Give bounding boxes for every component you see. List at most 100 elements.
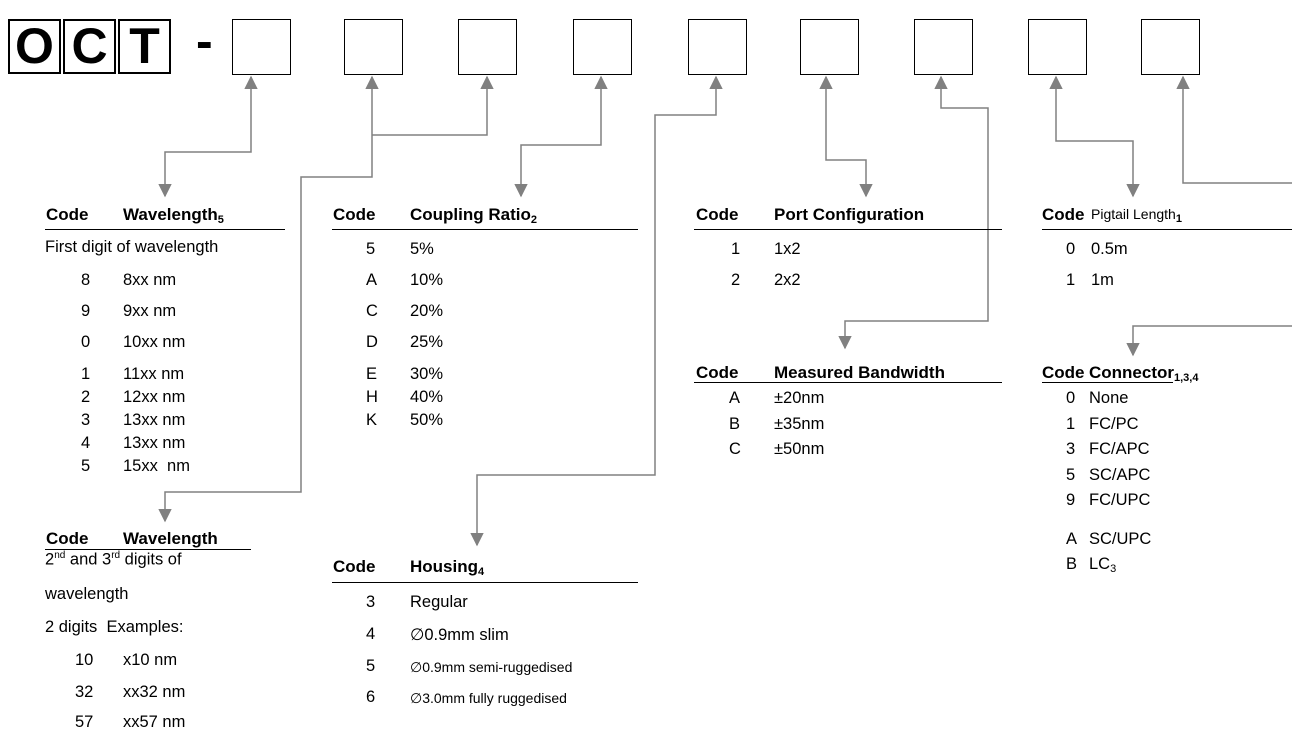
wavelength-first-desc-1: 11xx nm (123, 365, 184, 384)
connector-title: Connector1,3,4 (1089, 363, 1198, 384)
connector-desc-1: FC/PC (1089, 415, 1139, 434)
wavelength-first-code-8: 8 (81, 271, 90, 290)
coupling-code-header: Code (333, 205, 376, 225)
port-code-header: Code (696, 205, 739, 225)
coupling-rule-top (332, 229, 638, 230)
link-connector-down (1133, 326, 1292, 355)
connector-code-header: Code (1042, 363, 1085, 383)
pigtail-desc-1: 1m (1091, 271, 1114, 290)
wavelength-first-code-4: 4 (81, 434, 90, 453)
wavelength-first-desc-0: 10xx nm (123, 333, 185, 352)
wavelength-digits-title: Wavelength (123, 529, 218, 549)
pigtail-code-header: Code (1042, 205, 1085, 225)
connector-rule (1042, 382, 1173, 383)
wavelength-digits-intro-line2: wavelength (45, 585, 128, 604)
coupling-title: Coupling Ratio2 (410, 205, 537, 226)
housing-desc-5: ∅0.9mm semi-ruggedised (410, 659, 572, 676)
wavelength-digits-desc-57: xx57 nm (123, 713, 185, 732)
bandwidth-title: Measured Bandwidth (774, 363, 945, 383)
link-pigtail (1056, 77, 1133, 196)
wavelength-first-desc-3: 13xx nm (123, 411, 185, 430)
port-code-1: 1 (731, 240, 740, 259)
port-desc-1: 1x2 (774, 240, 801, 259)
link-wavelength-third (372, 77, 487, 135)
coupling-desc-c: 20% (410, 302, 443, 321)
connector-code-a: A (1066, 530, 1077, 549)
housing-desc-6: ∅3.0mm fully ruggedised (410, 690, 567, 707)
coupling-desc-k: 50% (410, 411, 443, 430)
connector-code-0: 0 (1066, 389, 1075, 408)
wavelength-digits-examples-label: 2 digits Examples: (45, 618, 183, 637)
wavelength-first-code-9: 9 (81, 302, 90, 321)
wavelength-first-desc-4: 13xx nm (123, 434, 185, 453)
connector-desc-b: LC3 (1089, 555, 1116, 575)
wavelength-first-title: Wavelength5 (123, 205, 224, 226)
pigtail-desc-0: 0.5m (1091, 240, 1128, 259)
wavelength-first-desc-8: 8xx nm (123, 271, 176, 290)
bandwidth-code-c: C (729, 440, 741, 459)
housing-code-5: 5 (366, 657, 375, 676)
link-coupling (521, 77, 601, 196)
link-wavelength-digits (165, 135, 372, 521)
wavelength-digits-desc-32: xx32 nm (123, 683, 185, 702)
connector-desc-a: SC/UPC (1089, 530, 1151, 549)
housing-code-4: 4 (366, 625, 375, 644)
coupling-code-e: E (366, 365, 377, 384)
bandwidth-code-header: Code (696, 363, 739, 383)
housing-rule (332, 582, 638, 583)
pigtail-title: Pigtail Length1 (1091, 206, 1182, 225)
wavelength-first-desc-5: 15xx nm (123, 457, 190, 476)
connector-code-b: B (1066, 555, 1077, 574)
bandwidth-desc-c: ±50nm (774, 440, 824, 459)
connector-desc-3: FC/APC (1089, 440, 1150, 459)
housing-code-3: 3 (366, 593, 375, 612)
wavelength-digits-code-32: 32 (75, 683, 93, 702)
wavelength-first-desc-2: 12xx nm (123, 388, 185, 407)
port-rule (694, 229, 1002, 230)
link-connector-up (1183, 77, 1292, 183)
wavelength-first-code-5: 5 (81, 457, 90, 476)
wavelength-first-desc-9: 9xx nm (123, 302, 176, 321)
coupling-code-c: C (366, 302, 378, 321)
wavelength-first-code-3: 3 (81, 411, 90, 430)
wavelength-first-code-1: 1 (81, 365, 90, 384)
pigtail-code-0: 0 (1066, 240, 1075, 259)
wavelength-digits-code-57: 57 (75, 713, 93, 732)
wavelength-digits-code-10: 10 (75, 651, 93, 670)
housing-title: Housing4 (410, 557, 484, 578)
bandwidth-desc-b: ±35nm (774, 415, 824, 434)
link-port (826, 77, 866, 196)
coupling-code-a: A (366, 271, 377, 290)
coupling-code-d: D (366, 333, 378, 352)
port-desc-2: 2x2 (774, 271, 801, 290)
connector-code-5: 5 (1066, 466, 1075, 485)
housing-code-6: 6 (366, 688, 375, 707)
coupling-desc-d: 25% (410, 333, 443, 352)
wavelength-digits-code-header: Code (46, 529, 89, 549)
connector-desc-0: None (1089, 389, 1128, 408)
connector-code-3: 3 (1066, 440, 1075, 459)
coupling-code-k: K (366, 411, 377, 430)
link-wavelength-first (165, 77, 251, 196)
wavelength-first-code-header: Code (46, 205, 89, 225)
pigtail-code-1: 1 (1066, 271, 1075, 290)
coupling-code-5: 5 (366, 240, 375, 259)
wavelength-first-code-2: 2 (81, 388, 90, 407)
coupling-desc-a: 10% (410, 271, 443, 290)
housing-code-header: Code (333, 557, 376, 577)
wavelength-digits-intro: 2nd and 3rd digits of (45, 550, 182, 570)
coupling-code-h: H (366, 388, 378, 407)
housing-desc-4: ∅0.9mm slim (410, 625, 509, 645)
wavelength-digits-desc-10: x10 nm (123, 651, 177, 670)
connector-desc-5: SC/APC (1089, 466, 1150, 485)
connector-code-9: 9 (1066, 491, 1075, 510)
port-code-2: 2 (731, 271, 740, 290)
bandwidth-desc-a: ±20nm (774, 389, 824, 408)
coupling-desc-h: 40% (410, 388, 443, 407)
connector-code-1: 1 (1066, 415, 1075, 434)
coupling-desc-e: 30% (410, 365, 443, 384)
connector-desc-9: FC/UPC (1089, 491, 1150, 510)
bandwidth-code-a: A (729, 389, 740, 408)
housing-desc-3: Regular (410, 593, 468, 612)
bandwidth-rule (694, 382, 1002, 383)
